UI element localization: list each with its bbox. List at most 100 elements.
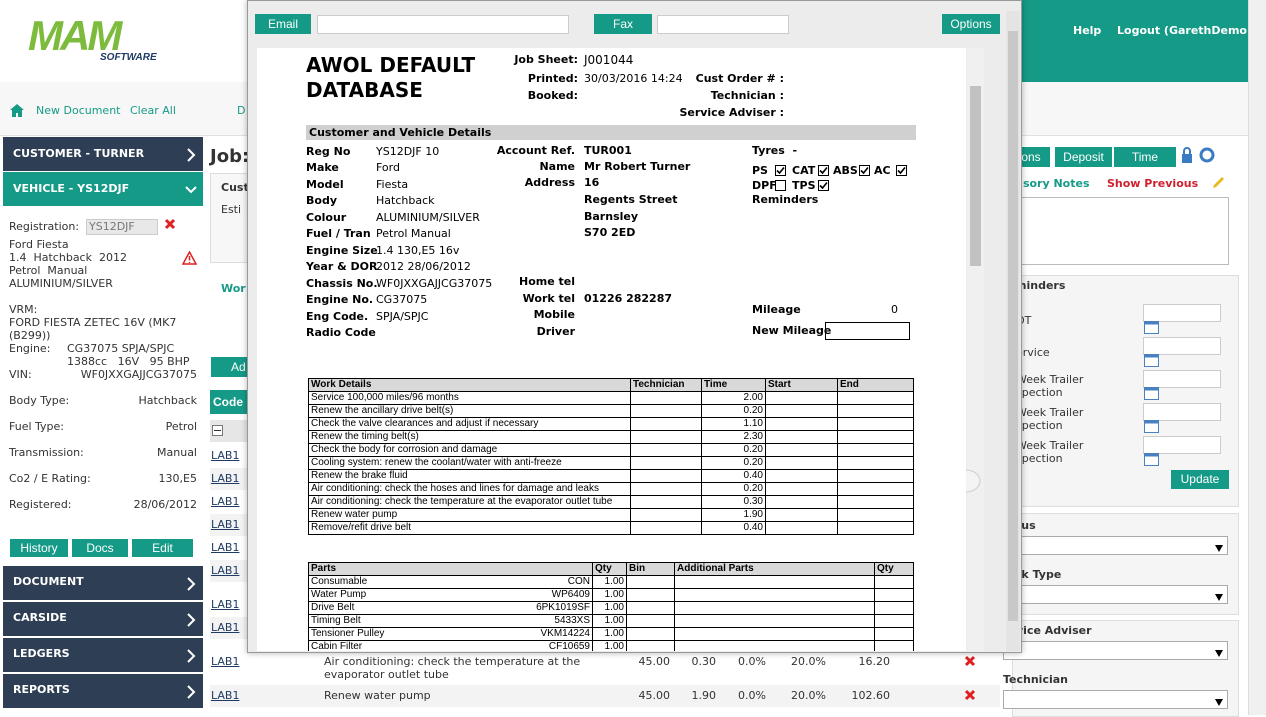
lock-icon-shape[interactable] [1183,147,1191,154]
vehicle-description: ALUMINIUM/SILVER [9,277,113,290]
nav-link[interactable]: Logout (GarethDemo) [1117,24,1253,37]
mileage-input[interactable] [825,322,910,340]
fax-input[interactable] [657,15,789,34]
lock-icon-shape[interactable] [1181,147,1193,163]
delete-icon[interactable] [164,218,176,230]
select[interactable] [1003,585,1228,604]
toolbar-link[interactable]: New Document [36,104,121,117]
delete-icon[interactable] [964,689,976,701]
row-link[interactable]: LAB1 [211,655,240,668]
popup-button[interactable]: Fax [594,14,652,34]
refresh-icon-shape[interactable] [1199,147,1215,163]
cell [837,482,914,496]
select[interactable] [1003,641,1228,660]
chevron-shape [185,186,197,194]
date-input[interactable] [1143,436,1221,454]
sidebar-button[interactable]: History [10,539,68,557]
row-link[interactable]: LAB1 [211,689,240,702]
collapse-icon-shape[interactable] [212,425,223,436]
row-cell: 20.0% [791,689,826,702]
calendar-icon-shape[interactable] [1144,387,1159,391]
edit-icon[interactable] [1211,176,1225,190]
sidebar-menu[interactable]: CARSIDE [3,602,203,636]
date-input[interactable] [1143,337,1221,355]
popup-button[interactable]: Email [255,14,311,34]
sidebar-button[interactable]: Edit [132,539,193,557]
date-input[interactable] [1143,370,1221,388]
row-cell: 0.0% [738,689,766,702]
lock-icon[interactable] [1181,147,1193,163]
toolbar-link[interactable]: D [237,104,246,117]
notes-textarea[interactable] [1012,197,1229,265]
row-link[interactable]: LAB1 [211,621,240,634]
calendar-icon-shape[interactable] [1144,354,1159,358]
row-link[interactable]: LAB1 [211,495,240,508]
inner-scroll-thumb[interactable] [970,86,981,266]
refresh-icon-shape[interactable] [1199,147,1215,163]
delete-icon-shape[interactable] [964,689,976,701]
cell [837,508,914,522]
row-link[interactable]: LAB1 [211,518,240,531]
sidebar-menu[interactable]: DOCUMENT [3,566,203,600]
date-input[interactable] [1143,304,1221,322]
delete-icon-shape[interactable] [964,655,976,667]
row-link[interactable]: LAB1 [211,564,240,577]
row-link[interactable]: LAB1 [211,449,240,462]
calendar-icon-shape[interactable] [1144,453,1159,466]
delete-icon-shape[interactable] [964,655,976,667]
tab[interactable]: Deposit [1055,147,1112,167]
toolbar-link[interactable]: Clear All [130,104,176,117]
calendar-icon[interactable] [1144,453,1159,466]
tyres-label: Tyres - [752,144,798,157]
select[interactable] [1003,536,1228,555]
cell [874,601,914,615]
sidebar-menu[interactable]: REPORTS [3,674,203,708]
calendar-icon-shape[interactable] [1144,420,1159,433]
detail-value: Petrol [165,420,197,433]
calendar-icon-shape[interactable] [1144,420,1159,424]
document-title: DATABASE [306,78,423,102]
delete-icon-shape[interactable] [964,689,976,701]
date-input[interactable] [1143,403,1221,421]
delete-icon-shape[interactable] [164,218,176,230]
delete-icon[interactable] [964,655,976,667]
home-icon[interactable] [10,104,24,117]
calendar-icon-shape[interactable] [1144,354,1159,367]
refresh-icon[interactable] [1199,147,1215,163]
sidebar-button[interactable]: Docs [72,539,128,557]
tab[interactable]: Time [1114,147,1176,167]
calendar-icon[interactable] [1144,321,1159,334]
calendar-icon-shape[interactable] [1144,387,1159,400]
nav-link[interactable]: Help [1073,24,1102,37]
calendar-icon-shape[interactable] [1144,453,1159,457]
calendar-icon-shape[interactable] [1144,321,1159,334]
doc-label: Reg No [306,145,351,158]
calendar-icon[interactable] [1144,387,1159,400]
row-link[interactable]: LAB1 [211,472,240,485]
calendar-icon-shape[interactable] [1144,321,1159,325]
update-button[interactable]: Update [1171,470,1229,489]
sidebar-menu[interactable]: LEDGERS [3,638,203,672]
home-icon-shape[interactable] [10,104,24,117]
menu-label: CARSIDE [13,611,67,624]
row-link[interactable]: LAB1 [211,541,240,554]
lock-icon-shape[interactable] [1182,154,1192,163]
row-link[interactable]: LAB1 [211,598,240,611]
edit-icon-shape[interactable] [1213,177,1224,188]
select[interactable] [1003,690,1228,709]
email-input[interactable] [317,15,569,34]
edit-icon-shape[interactable] [1211,176,1225,190]
show-previous[interactable]: Show Previous [1107,177,1199,190]
popup-button[interactable]: Options [942,14,1000,34]
outer-scroll-thumb[interactable] [1008,31,1018,621]
calendar-icon[interactable] [1144,420,1159,433]
collapse-icon[interactable] [212,425,223,436]
delete-icon-shape[interactable] [164,218,176,230]
reminder-label: spection [1016,419,1063,432]
customer-menu[interactable]: CUSTOMER - TURNER [3,137,203,171]
calendar-icon[interactable] [1144,354,1159,367]
add-button[interactable]: Ad [211,357,247,377]
vehicle-menu[interactable]: VEHICLE - YS12DJF [3,172,203,206]
home-icon-shape[interactable] [10,104,24,117]
dropdown-arrow-shape [1215,545,1223,552]
